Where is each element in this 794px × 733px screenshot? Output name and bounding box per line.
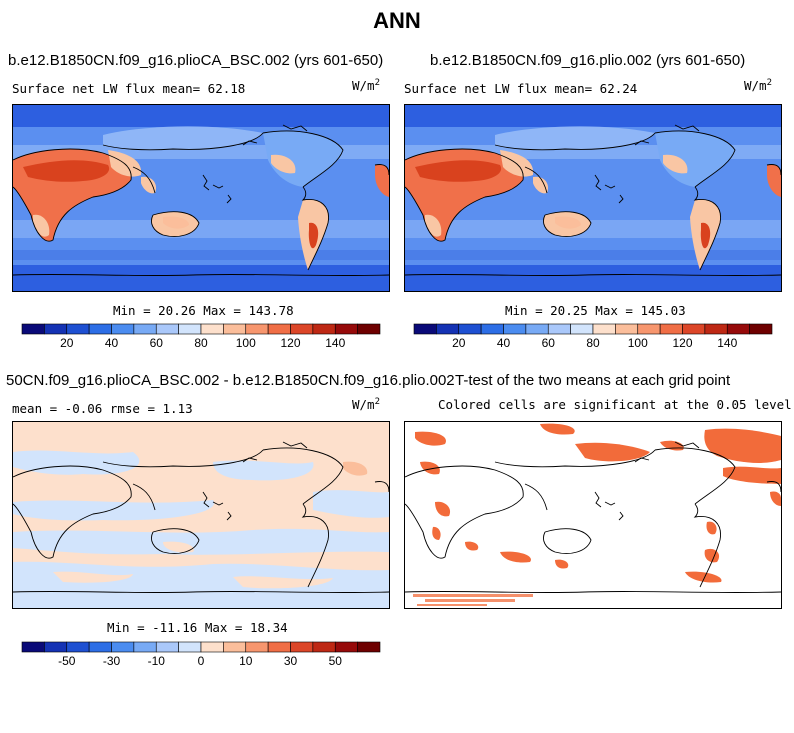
colorbar-segment bbox=[111, 641, 135, 653]
colorbar-tick-label: 100 bbox=[627, 336, 648, 350]
panel1-colorbar-labels: 20 40 60 80 100 120 140 bbox=[22, 336, 380, 352]
colorbar-segment bbox=[570, 323, 594, 335]
panel3-title: 50CN.f09_g16.plioCA_BSC.002 - b.e12.B185… bbox=[6, 372, 455, 389]
figure-title: ANN bbox=[373, 8, 421, 33]
colorbar-segment bbox=[155, 323, 179, 335]
panel3-subtitle: mean = -0.06 rmse = 1.13 bbox=[12, 401, 193, 416]
panel2-title: b.e12.B1850CN.f09_g16.plio.002 (yrs 601-… bbox=[430, 52, 746, 69]
colorbar-tick-label: 0 bbox=[197, 654, 205, 668]
panel2-colorbar-labels: 20 40 60 80 100 120 140 bbox=[414, 336, 772, 352]
panel4-map bbox=[404, 421, 782, 609]
colorbar-segment bbox=[290, 323, 314, 335]
colorbar-segment bbox=[726, 323, 750, 335]
panel1-subtitle: Surface net LW flux mean= 62.18 bbox=[12, 81, 246, 96]
colorbar-segment bbox=[704, 323, 728, 335]
panel2-units: W/m2 bbox=[744, 78, 772, 94]
panel2-colorbar bbox=[413, 323, 773, 335]
colorbar-tick-label: 20 bbox=[60, 336, 74, 350]
colorbar-segment bbox=[223, 641, 247, 653]
colorbar-segment bbox=[267, 641, 291, 653]
panel2-map bbox=[404, 104, 782, 292]
panel2-subtitle: Surface net LW flux mean= 62.24 bbox=[404, 81, 638, 96]
panel4-subtitle: Colored cells are significant at the 0.0… bbox=[438, 397, 792, 412]
colorbar-segment bbox=[44, 323, 68, 335]
colorbar-tick-label: 80 bbox=[194, 336, 208, 350]
colorbar-segment bbox=[334, 323, 358, 335]
colorbar-segment bbox=[592, 323, 616, 335]
colorbar-segment bbox=[66, 641, 90, 653]
colorbar-tick-label: 50 bbox=[328, 654, 342, 668]
colorbar-segment bbox=[133, 641, 157, 653]
colorbar-segment bbox=[334, 641, 358, 653]
colorbar-segment bbox=[88, 323, 112, 335]
panel4-title: T-test of the two means at each grid poi… bbox=[455, 372, 731, 389]
colorbar-segment bbox=[615, 323, 639, 335]
colorbar-segment bbox=[245, 641, 269, 653]
colorbar-segment bbox=[178, 641, 202, 653]
panel1-colorbar bbox=[21, 323, 381, 335]
colorbar-tick-label: 120 bbox=[280, 336, 301, 350]
panel3-colorbar bbox=[21, 641, 381, 653]
colorbar-segment bbox=[357, 641, 381, 653]
colorbar-segment bbox=[267, 323, 291, 335]
panel3-map bbox=[12, 421, 390, 609]
colorbar-segment bbox=[458, 323, 482, 335]
colorbar-segment bbox=[312, 323, 336, 335]
panel2-minmax: Min = 20.25 Max = 145.03 bbox=[505, 303, 686, 318]
colorbar-segment bbox=[245, 323, 269, 335]
colorbar-tick-label: 10 bbox=[239, 654, 253, 668]
colorbar-tick-label: -30 bbox=[102, 654, 121, 668]
colorbar-segment bbox=[749, 323, 773, 335]
colorbar-segment bbox=[21, 641, 45, 653]
colorbar-tick-label: 20 bbox=[452, 336, 466, 350]
colorbar-segment bbox=[111, 323, 135, 335]
colorbar-tick-label: 140 bbox=[325, 336, 346, 350]
colorbar-segment bbox=[357, 323, 381, 335]
colorbar-segment bbox=[66, 323, 90, 335]
colorbar-tick-label: 30 bbox=[283, 654, 298, 668]
colorbar-segment bbox=[525, 323, 549, 335]
colorbar-tick-label: -10 bbox=[147, 654, 165, 668]
colorbar-segment bbox=[21, 323, 45, 335]
colorbar-segment bbox=[413, 323, 437, 335]
colorbar-segment bbox=[682, 323, 706, 335]
colorbar-tick-label: 80 bbox=[586, 336, 600, 350]
panel1-units: W/m2 bbox=[352, 78, 380, 94]
colorbar-segment bbox=[155, 641, 179, 653]
panel3-minmax: Min = -11.16 Max = 18.34 bbox=[107, 620, 288, 635]
colorbar-segment bbox=[312, 641, 336, 653]
panel3-units: W/m2 bbox=[352, 397, 380, 413]
colorbar-tick-label: 140 bbox=[717, 336, 738, 350]
colorbar-segment bbox=[480, 323, 504, 335]
panel1-minmax: Min = 20.26 Max = 143.78 bbox=[113, 303, 294, 318]
colorbar-tick-label: 60 bbox=[541, 336, 555, 350]
colorbar-segment bbox=[547, 323, 571, 335]
colorbar-tick-label: -50 bbox=[58, 654, 76, 668]
colorbar-segment bbox=[503, 323, 527, 335]
colorbar-segment bbox=[88, 641, 112, 653]
colorbar-segment bbox=[200, 323, 224, 335]
colorbar-segment bbox=[200, 641, 224, 653]
colorbar-segment bbox=[659, 323, 683, 335]
colorbar-segment bbox=[436, 323, 460, 335]
colorbar-segment bbox=[223, 323, 247, 335]
colorbar-tick-label: 40 bbox=[496, 336, 511, 350]
colorbar-segment bbox=[133, 323, 157, 335]
panel3-colorbar-labels: -50 -30 -10 0 10 30 50 bbox=[22, 654, 380, 670]
panel1-title: b.e12.B1850CN.f09_g16.plioCA_BSC.002 (yr… bbox=[8, 52, 384, 69]
colorbar-tick-label: 100 bbox=[235, 336, 256, 350]
panel1-map bbox=[12, 104, 390, 292]
colorbar-segment bbox=[637, 323, 661, 335]
colorbar-segment bbox=[44, 641, 68, 653]
colorbar-tick-label: 120 bbox=[672, 336, 693, 350]
colorbar-tick-label: 40 bbox=[104, 336, 119, 350]
colorbar-segment bbox=[178, 323, 202, 335]
colorbar-tick-label: 60 bbox=[149, 336, 163, 350]
colorbar-segment bbox=[290, 641, 314, 653]
